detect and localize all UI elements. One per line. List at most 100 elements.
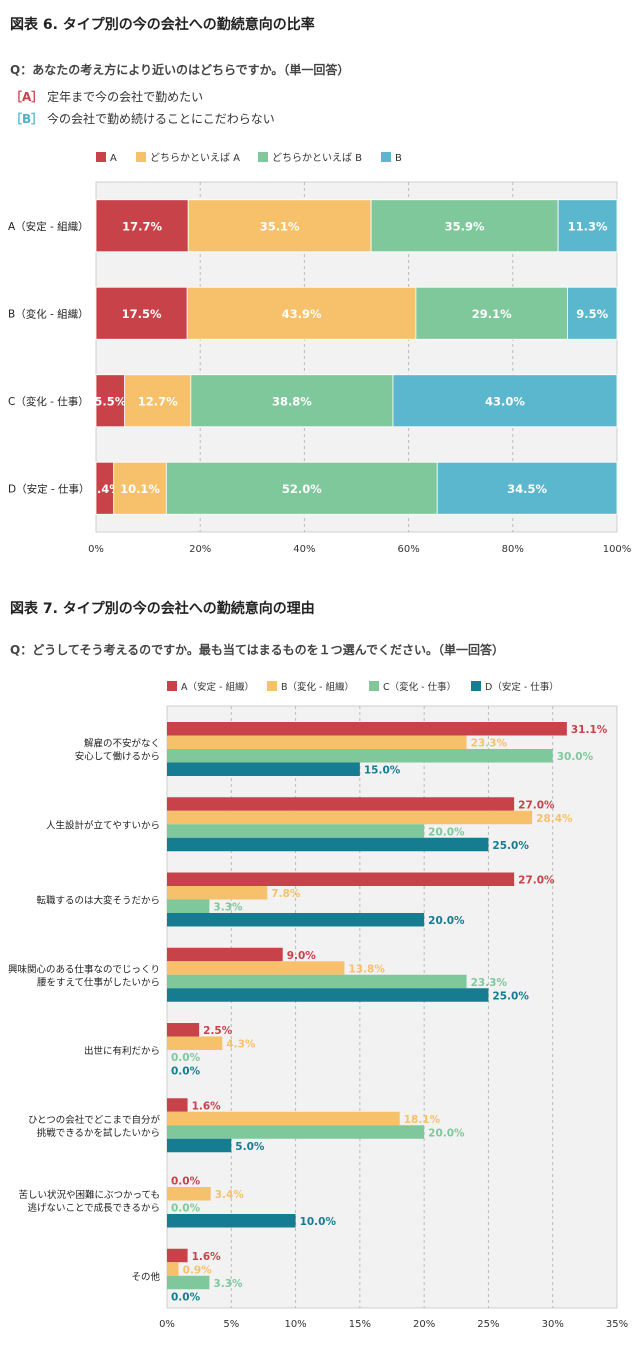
x-tick-label: 15% [349,1319,371,1330]
option-a: ［A］ 定年まで今の会社で勤めたい [10,88,203,105]
category-label: A（安定 - 組織） [8,220,89,233]
x-tick-label: 40% [293,544,315,555]
category-label: 出世に有利だから [84,1045,160,1057]
data-label: 43.9% [282,307,322,321]
bar [167,722,567,736]
data-label: 13.8% [348,963,385,975]
data-label: 25.0% [492,990,529,1002]
option-a-tag: ［A］ [10,90,44,104]
category-label: 腰をすえて仕事がしたいから [37,976,160,988]
data-label: 0.0% [171,1176,201,1188]
bar-segment [95,199,189,253]
bar-segment [557,199,618,253]
data-label: 29.1% [472,307,512,321]
data-label: 3.3% [213,902,243,914]
legend-label: A（安定 - 組織） [181,681,254,693]
bar [167,1248,188,1263]
data-label: 5.5% [94,394,126,408]
bar [167,1023,200,1037]
legend-label: C（変化 - 仕事） [383,681,456,693]
data-label: 0.0% [171,1291,201,1303]
option-b-text: 今の会社で勤め続けることにこだわらない [46,112,275,126]
data-label: 27.0% [518,799,555,811]
data-label: 35.9% [445,219,485,233]
bar [167,988,489,1002]
data-label: 7.8% [271,888,301,900]
category-label: 解雇の不安がなく [84,738,160,750]
data-label: 9.5% [576,307,608,321]
bar [167,1036,223,1050]
legend-label: どちらかといえば B [272,152,362,164]
bar-segment [165,461,438,515]
x-tick-label: 80% [502,544,524,555]
bar [167,899,210,913]
data-label: 0.9% [183,1264,213,1276]
data-label: 1.6% [192,1100,222,1112]
data-label: 34.5% [507,482,547,496]
data-label: 52.0% [282,482,322,496]
data-label: 1.6% [192,1251,222,1263]
legend-swatch [369,681,379,691]
x-tick-label: 20% [413,1319,435,1330]
option-b: ［B］ 今の会社で勤め続けることにこだわらない [10,110,275,127]
x-tick-label: 20% [189,544,211,555]
bar-segment [567,286,618,340]
data-label: 20.0% [428,915,465,927]
x-tick-label: 25% [477,1319,499,1330]
category-label: D（安定 - 仕事） [8,482,90,495]
legend-swatch [471,681,481,691]
data-label: 25.0% [492,840,529,852]
data-label: 0.0% [171,1203,201,1215]
data-label: 4.3% [226,1039,256,1051]
bar-segment [95,286,188,340]
legend-swatch [96,152,106,162]
bar [167,1111,400,1126]
option-b-tag: ［B］ [10,112,44,126]
category-label: 転職するのは大変そうだから [36,895,160,907]
category-label: C（変化 - 仕事） [8,395,89,408]
bar-segment [370,199,559,253]
bar-segment [113,461,167,515]
data-label: 18.1% [404,1114,441,1126]
category-label: 苦しい状況や困難にぶつかっても [18,1189,160,1201]
bar-segment [187,199,372,253]
category-label: ひとつの会社でどこまで自分が [28,1114,161,1126]
bar-segment [415,286,568,340]
category-label: 人生設計が立てやすいから [46,819,160,831]
data-label: 2.5% [203,1025,233,1037]
bar [167,1214,296,1228]
data-label: 0.0% [171,1066,201,1078]
legend-swatch [267,681,277,691]
data-label: 10.0% [300,1216,337,1228]
bar-segment [436,461,618,515]
legend-swatch [136,152,146,162]
bar [167,872,515,886]
data-label: 3.4% [89,482,121,496]
x-tick-label: 10% [284,1319,306,1330]
data-label: 23.3% [471,977,508,989]
bar [167,1275,210,1290]
data-label: 17.5% [122,307,162,321]
bar [167,961,345,975]
legend-label: どちらかといえば A [150,152,240,164]
data-label: 5.0% [235,1141,265,1153]
category-label: B（変化 - 組織） [8,307,89,320]
x-tick-label: 0% [159,1319,175,1330]
option-a-text: 定年まで今の会社で勤めたい [47,90,204,104]
category-label: 安心して働けるから [75,751,160,763]
x-tick-label: 0% [88,544,104,555]
legend-swatch [381,152,391,162]
x-tick-label: 100% [603,544,632,555]
data-label: 20.0% [428,826,465,838]
bar [167,749,553,763]
bar [167,797,515,811]
data-label: 28.4% [536,813,573,825]
legend-label: B（変化 - 組織） [281,681,354,693]
data-label: 31.1% [571,724,608,736]
data-label: 12.7% [138,394,178,408]
bar-segment [124,374,192,428]
bar [167,1125,425,1139]
legend-label: B [395,153,402,164]
figure6-title: 図表 6. タイプ別の今の会社への勤続意向の比率 [10,17,315,33]
